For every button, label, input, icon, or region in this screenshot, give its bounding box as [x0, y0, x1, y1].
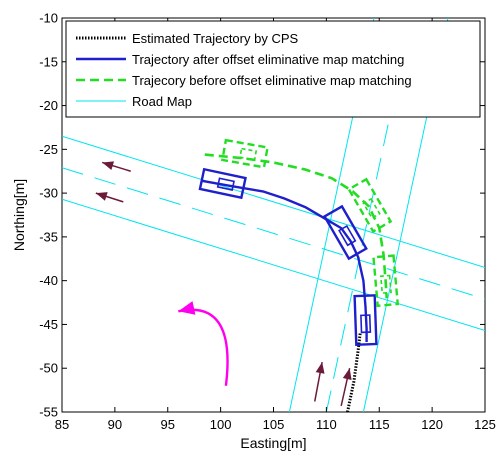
x-tick-label: 115: [369, 417, 390, 432]
x-axis-label: Easting[m]: [240, 435, 306, 451]
legend: Estimated Trajectory by CPS Trajectory af…: [65, 20, 481, 118]
y-tick-label: -35: [39, 229, 58, 244]
vehicle-box: [353, 294, 378, 346]
y-tick-label: -50: [39, 361, 58, 376]
annotation-arrow: [101, 161, 131, 172]
legend-label: Trajectory after offset eliminative map …: [132, 52, 404, 67]
y-tick-label: -25: [39, 142, 58, 157]
road-line: [62, 135, 485, 269]
y-tick-label: -30: [39, 186, 58, 201]
x-tick-label: 125: [474, 417, 496, 432]
road-line: [62, 198, 485, 332]
legend-label: Road Map: [132, 94, 192, 109]
x-axis: 85 90 95 100 105 110 115 120 125: [55, 18, 496, 432]
series-line: [346, 333, 362, 412]
annotation-arrow: [95, 192, 124, 203]
vehicle-box: [347, 177, 393, 234]
legend-label: Estimated Trajectory by CPS: [132, 31, 298, 46]
x-tick-label: 105: [263, 417, 285, 432]
x-tick-label: 100: [210, 417, 232, 432]
y-axis-label: Northing[m]: [11, 179, 27, 251]
x-tick-label: 95: [161, 417, 175, 432]
x-tick-label: 90: [108, 417, 122, 432]
y-tick-label: -15: [39, 54, 58, 69]
annotation-arrow: [314, 361, 325, 402]
vehicle-box: [372, 254, 400, 308]
y-tick-label: -45: [39, 317, 58, 332]
x-tick-label: 120: [421, 417, 443, 432]
y-tick-label: -20: [39, 98, 58, 113]
road-line: [62, 167, 485, 300]
x-tick-label: 85: [55, 417, 69, 432]
y-axis: -10 -15 -20 -25 -30 -35 -40 -45 -50 -55: [39, 11, 485, 420]
annotation-arrow: [178, 301, 229, 386]
vehicle-box: [220, 138, 269, 169]
y-tick-label: -40: [39, 273, 58, 288]
plot-content: [62, 18, 485, 412]
y-tick-label: -10: [39, 11, 58, 26]
legend-label: Trajecory before offset eliminative map …: [132, 73, 412, 88]
series-line: [202, 179, 368, 342]
y-tick-label: -55: [39, 405, 58, 420]
series-line: [204, 153, 388, 299]
x-tick-label: 110: [316, 417, 337, 432]
vehicle-box: [198, 167, 247, 200]
vehicle-box: [322, 204, 368, 261]
annotation-arrow: [340, 368, 352, 407]
